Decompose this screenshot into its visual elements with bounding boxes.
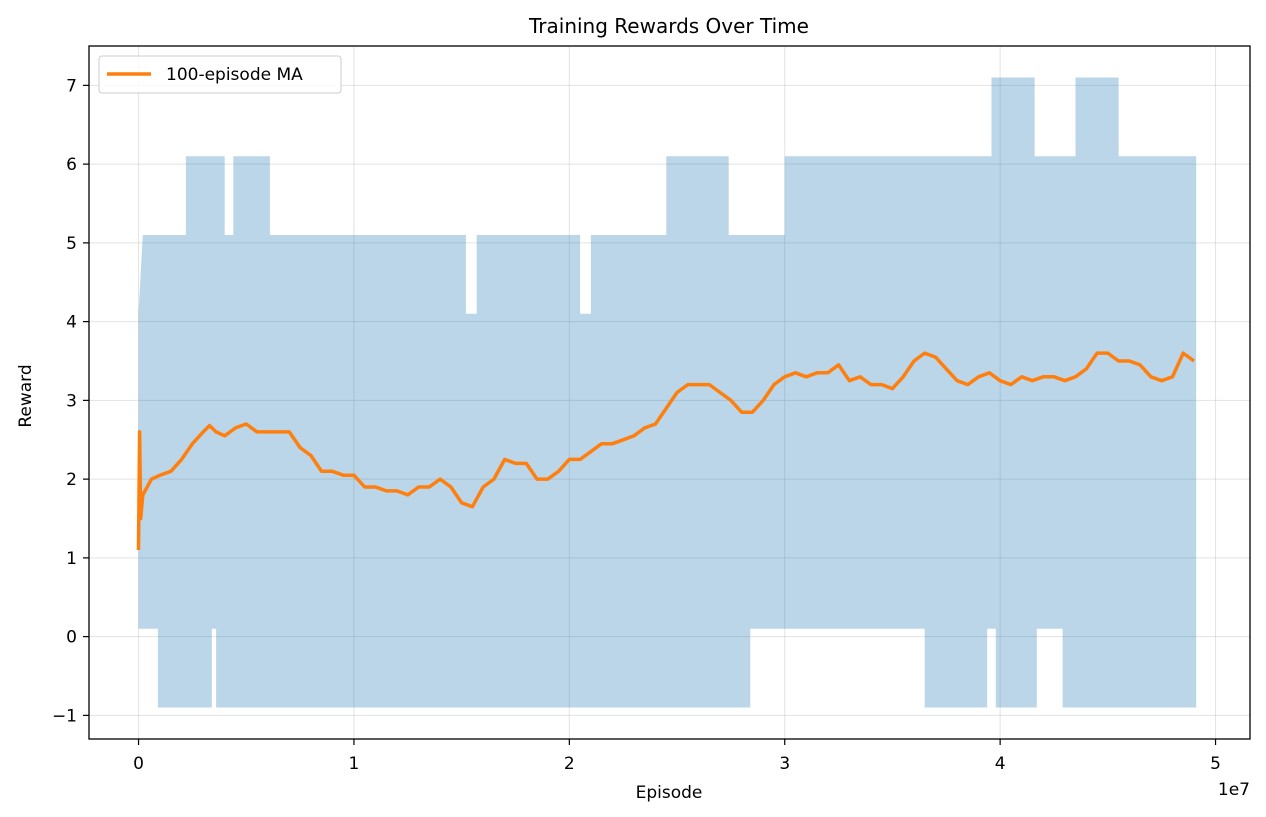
x-tick-label: 2 xyxy=(564,754,575,774)
y-tick-label: 4 xyxy=(66,313,77,333)
y-tick-label: 7 xyxy=(66,76,77,96)
x-tick-label: 1 xyxy=(349,754,360,774)
x-axis-label: Episode xyxy=(636,783,703,803)
plot-frame xyxy=(88,45,1251,740)
x-tick-label: 3 xyxy=(779,754,790,774)
y-ticks: −1 0 1 2 3 4 5 6 7 xyxy=(52,76,89,726)
x-axis-offset-label: 1e7 xyxy=(1218,780,1250,800)
raw-reward-band xyxy=(138,77,1197,708)
grid xyxy=(89,46,1250,739)
legend: 100-episode MA xyxy=(98,55,342,94)
legend-box xyxy=(98,55,342,94)
moving-average-line xyxy=(136,351,1196,551)
x-tick-label: 5 xyxy=(1210,754,1221,774)
y-tick-label: 1 xyxy=(66,549,77,569)
x-ticks: 0 1 2 3 4 5 xyxy=(133,739,1221,774)
y-tick-label: 2 xyxy=(66,470,77,490)
y-tick-label: 3 xyxy=(66,391,77,411)
legend-label-ma: 100-episode MA xyxy=(166,65,303,85)
y-axis-label: Reward xyxy=(16,364,36,427)
x-tick-label: 0 xyxy=(133,754,144,774)
y-tick-label: 0 xyxy=(66,628,77,648)
moving-average-line-group xyxy=(136,351,1196,551)
raw-reward-area xyxy=(138,77,1197,708)
y-tick-label: 5 xyxy=(66,234,77,254)
y-tick-label: 6 xyxy=(66,155,77,175)
x-tick-label: 4 xyxy=(995,754,1006,774)
y-tick-label: −1 xyxy=(52,706,77,726)
chart-title: Training Rewards Over Time xyxy=(528,14,809,38)
